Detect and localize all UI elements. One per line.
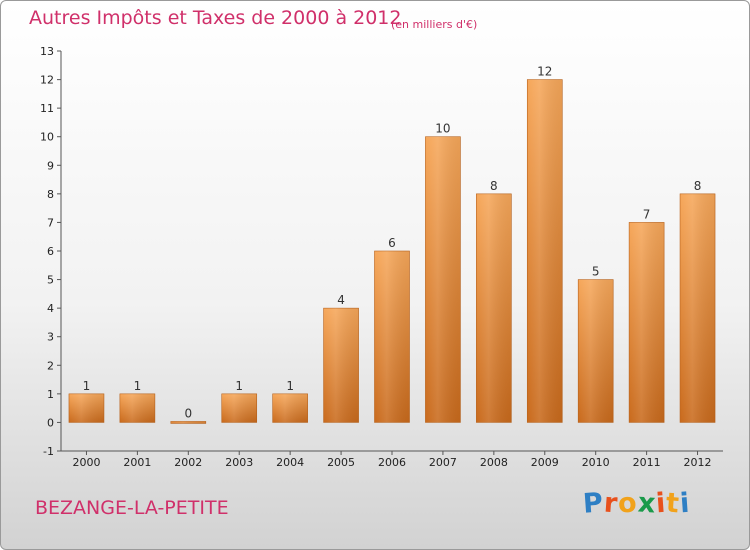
bar-2004 [272, 393, 308, 423]
data-label: 1 [83, 379, 91, 393]
data-label: 8 [490, 179, 498, 193]
logo-letter: P [581, 487, 605, 520]
data-label: 1 [235, 379, 243, 393]
x-tick-label: 2010 [582, 456, 610, 469]
x-tick-label: 2008 [480, 456, 508, 469]
bar-2010 [577, 279, 614, 423]
logo-letter: i [679, 487, 692, 520]
chart-subtitle: (en milliers d'€) [391, 18, 478, 31]
y-tick-label: 4 [47, 302, 54, 315]
bar-shine [578, 279, 614, 423]
proxiti-logo[interactable]: Proxiti [581, 487, 692, 520]
bar-2012 [679, 193, 716, 423]
y-tick-label: 9 [47, 159, 54, 172]
bar-2001 [119, 393, 156, 423]
y-tick-label: 10 [40, 131, 54, 144]
bar-2003 [221, 393, 258, 423]
x-tick-label: 2004 [276, 456, 304, 469]
city-name: BEZANGE-LA-PETITE [35, 497, 229, 519]
bar-shine [170, 421, 206, 424]
y-tick-label: -1 [43, 445, 54, 458]
data-label: 8 [694, 179, 702, 193]
bar-shine [629, 222, 665, 423]
data-label: 5 [592, 265, 600, 279]
bar-2006 [374, 250, 410, 423]
bar-shine [476, 193, 512, 423]
x-tick-label: 2007 [429, 456, 457, 469]
y-tick-label: 1 [47, 388, 54, 401]
y-tick-label: 6 [47, 245, 54, 258]
bar-shine [680, 193, 716, 423]
x-tick-label: 2002 [174, 456, 202, 469]
bar-shine [425, 136, 461, 423]
bar-shine [272, 393, 308, 423]
data-label: 7 [643, 207, 651, 221]
bar-shine [221, 393, 257, 423]
y-tick-label: 0 [47, 416, 54, 429]
bar-shine [527, 79, 563, 423]
data-label: 1 [286, 379, 294, 393]
x-tick-label: 2000 [72, 456, 100, 469]
bar-2008 [476, 193, 512, 423]
x-tick-label: 2003 [225, 456, 253, 469]
bar-2002 [170, 421, 207, 424]
data-label: 6 [388, 236, 396, 250]
bars [68, 79, 716, 424]
x-tick-label: 2012 [684, 456, 712, 469]
data-label: 12 [537, 65, 552, 79]
data-label: 10 [435, 122, 450, 136]
logo-letter: o [617, 487, 639, 520]
bar-shine [323, 308, 359, 423]
chart-title: Autres Impôts et Taxes de 2000 à 2012 [29, 7, 402, 29]
data-label: 1 [134, 379, 142, 393]
bar-2007 [425, 136, 461, 423]
y-tick-label: 2 [47, 359, 54, 372]
x-tick-label: 2011 [633, 456, 661, 469]
bar-shine [374, 251, 410, 423]
x-tick-label: 2009 [531, 456, 559, 469]
y-tick-label: 8 [47, 188, 54, 201]
y-tick-label: 5 [47, 274, 54, 287]
y-tick-label: 12 [40, 74, 54, 87]
x-tick-label: 2005 [327, 456, 355, 469]
logo-letter: x [636, 487, 658, 520]
bar-2005 [323, 307, 359, 423]
bar-shine [68, 393, 104, 423]
data-label: 0 [184, 406, 192, 420]
y-tick-label: 7 [47, 216, 54, 229]
bar-2000 [68, 393, 105, 423]
bar-2011 [628, 222, 665, 423]
x-tick-label: 2006 [378, 456, 406, 469]
y-tick-label: 3 [47, 331, 54, 344]
y-tick-label: 13 [40, 45, 54, 58]
x-tick-label: 2001 [123, 456, 151, 469]
data-label: 4 [337, 293, 345, 307]
y-tick-label: 11 [40, 102, 54, 115]
bar-2009 [526, 79, 563, 423]
bar-shine [119, 393, 155, 423]
